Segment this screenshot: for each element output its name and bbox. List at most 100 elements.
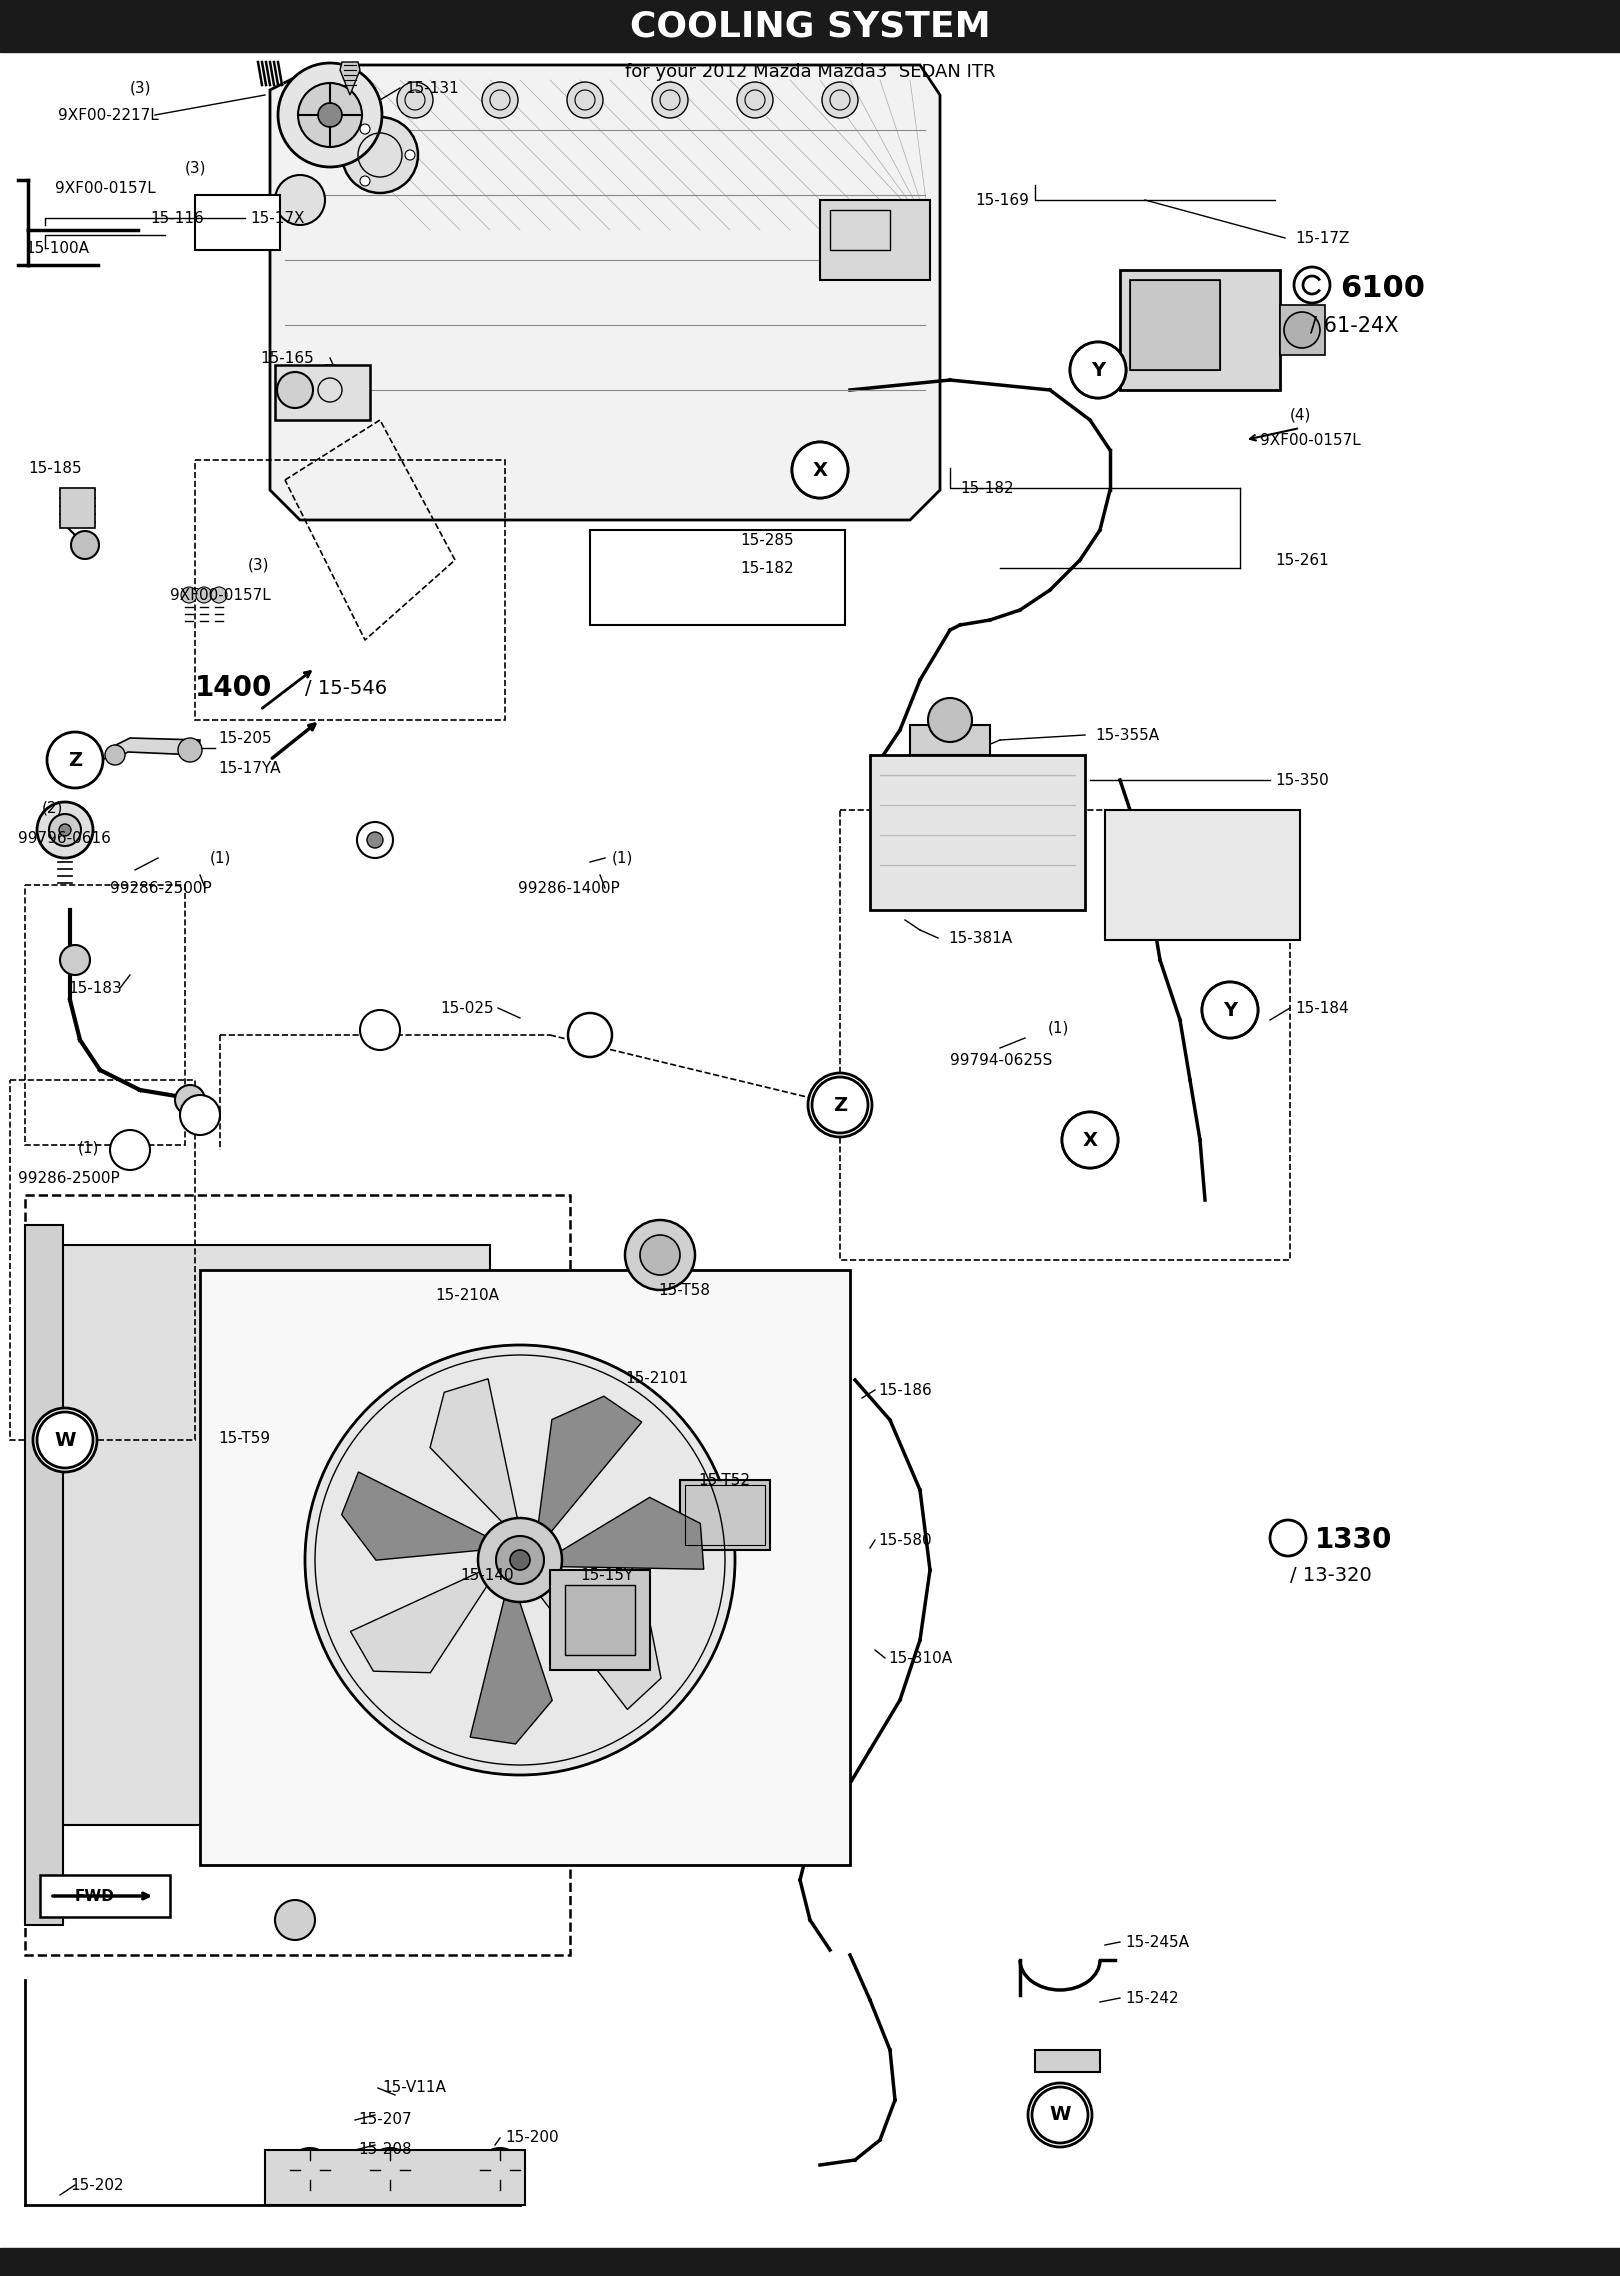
Circle shape — [368, 833, 382, 849]
Bar — [910, 726, 990, 756]
Circle shape — [1032, 2087, 1089, 2144]
Polygon shape — [531, 1580, 661, 1709]
Text: 1330: 1330 — [1315, 1525, 1392, 1555]
Circle shape — [181, 587, 198, 603]
Text: 15-T59: 15-T59 — [219, 1432, 271, 1445]
Text: Z: Z — [833, 1095, 847, 1115]
Polygon shape — [350, 1566, 497, 1673]
Circle shape — [360, 123, 369, 134]
Bar — [24, 1224, 63, 1925]
Circle shape — [49, 815, 81, 847]
Circle shape — [196, 587, 212, 603]
Bar — [194, 196, 280, 250]
Text: W: W — [1050, 2105, 1071, 2124]
Circle shape — [510, 1550, 530, 1570]
Circle shape — [105, 744, 125, 765]
Text: 15-381A: 15-381A — [948, 931, 1012, 945]
Text: 15-285: 15-285 — [740, 533, 794, 549]
Circle shape — [478, 1518, 562, 1602]
Circle shape — [279, 64, 382, 166]
Text: X: X — [1082, 1131, 1097, 1149]
Circle shape — [47, 733, 104, 787]
Text: Z: Z — [70, 751, 81, 769]
Circle shape — [368, 2149, 411, 2192]
Bar — [1119, 271, 1280, 389]
Text: 15-200: 15-200 — [505, 2130, 559, 2146]
Circle shape — [50, 735, 100, 785]
Circle shape — [178, 737, 202, 762]
Text: W: W — [1050, 2105, 1071, 2124]
Text: X: X — [813, 460, 828, 480]
Polygon shape — [536, 1395, 642, 1545]
Circle shape — [808, 1072, 872, 1138]
Circle shape — [71, 530, 99, 560]
Text: 15-T58: 15-T58 — [658, 1281, 710, 1297]
Text: 9XF00-2217L: 9XF00-2217L — [58, 107, 159, 123]
Circle shape — [360, 1011, 400, 1049]
Text: 99286-2500P: 99286-2500P — [18, 1170, 120, 1186]
Circle shape — [478, 2149, 522, 2192]
Bar — [551, 1570, 650, 1671]
Circle shape — [305, 1345, 735, 1775]
Circle shape — [110, 1129, 151, 1170]
Text: 15-15Y: 15-15Y — [580, 1568, 633, 1582]
Circle shape — [792, 442, 847, 498]
Text: 1400: 1400 — [194, 674, 272, 701]
Bar — [10, 1081, 194, 1441]
Text: (3): (3) — [185, 162, 206, 175]
Text: (1): (1) — [211, 851, 232, 865]
Text: (3): (3) — [130, 80, 152, 96]
Text: 15-580: 15-580 — [878, 1532, 932, 1548]
Circle shape — [1069, 341, 1126, 398]
Text: 15-205: 15-205 — [219, 731, 272, 747]
Text: 15-202: 15-202 — [70, 2178, 123, 2192]
Bar — [1280, 305, 1325, 355]
Circle shape — [275, 175, 326, 225]
Circle shape — [288, 2149, 332, 2192]
Circle shape — [1069, 341, 1126, 398]
Circle shape — [496, 1536, 544, 1584]
Text: 99286-1400P: 99286-1400P — [518, 881, 620, 894]
Text: 15-T52: 15-T52 — [698, 1473, 750, 1489]
Circle shape — [32, 1409, 97, 1473]
Circle shape — [812, 1077, 868, 1133]
Bar — [870, 756, 1085, 910]
Text: 15-182: 15-182 — [740, 560, 794, 576]
Text: Y: Y — [1090, 360, 1105, 380]
Circle shape — [313, 82, 348, 118]
Bar — [1105, 810, 1299, 940]
Text: 6100: 6100 — [1340, 273, 1426, 303]
Bar — [60, 487, 96, 528]
Bar — [1035, 2051, 1100, 2071]
Polygon shape — [271, 66, 940, 519]
Text: Y: Y — [1223, 1001, 1238, 1020]
Circle shape — [275, 1900, 314, 1939]
Circle shape — [567, 82, 603, 118]
Circle shape — [356, 822, 394, 858]
Text: Y: Y — [1090, 360, 1105, 380]
Circle shape — [397, 82, 433, 118]
Text: 15-182: 15-182 — [961, 480, 1014, 496]
Text: (1): (1) — [78, 1140, 99, 1156]
Circle shape — [211, 587, 227, 603]
Text: 15-184: 15-184 — [1294, 1001, 1348, 1015]
Bar — [0, 2249, 1620, 2276]
Text: 15-025: 15-025 — [441, 1001, 494, 1015]
Bar — [194, 460, 505, 719]
Polygon shape — [429, 1379, 520, 1534]
Text: Y: Y — [1223, 1001, 1238, 1020]
Bar — [841, 810, 1290, 1261]
Text: 15-185: 15-185 — [28, 460, 81, 476]
Circle shape — [483, 82, 518, 118]
Text: 15-310A: 15-310A — [888, 1650, 953, 1666]
Polygon shape — [340, 61, 360, 96]
Bar — [266, 2151, 525, 2205]
Text: 15-140: 15-140 — [460, 1568, 514, 1582]
Bar — [60, 1245, 489, 1825]
Circle shape — [625, 1220, 695, 1290]
Text: 15-165: 15-165 — [259, 351, 314, 366]
Bar — [820, 200, 930, 280]
Text: / 61-24X: / 61-24X — [1311, 314, 1398, 335]
Circle shape — [277, 371, 313, 407]
Text: 15-116: 15-116 — [151, 209, 204, 225]
